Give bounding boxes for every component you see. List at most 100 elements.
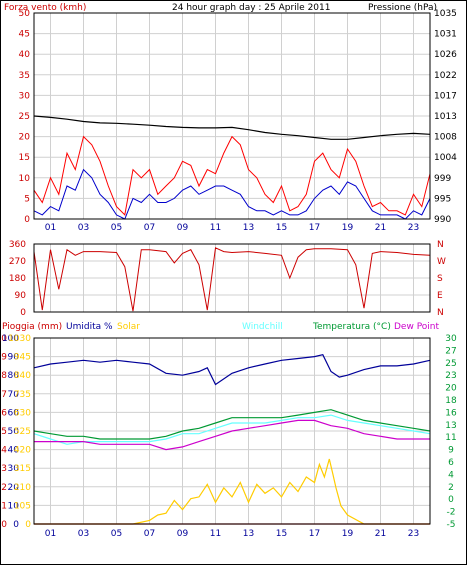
pressure-tick-1017: 1017 xyxy=(434,91,457,101)
humidity-tick-0: 0 xyxy=(13,520,19,530)
wind-speed-axis-title: Forza vento (kmh) xyxy=(4,3,86,13)
rain-tick-2: 2 xyxy=(1,483,7,493)
solar-tick-105: 105 xyxy=(14,501,31,511)
x-tick-label-05: 05 xyxy=(111,223,122,233)
rain-tick-10: 10 xyxy=(0,334,7,344)
temperature-tick-8: 13 xyxy=(445,421,456,431)
temperature-tick-11: 20 xyxy=(445,384,457,394)
direction-compass-tick-1: E xyxy=(437,291,443,301)
humidity-tick-100: 100 xyxy=(2,334,19,344)
x-tick-label-07: 07 xyxy=(144,529,155,539)
rain-tick-8: 8 xyxy=(1,371,7,381)
pressure-tick-1026: 1026 xyxy=(434,50,457,60)
rain-axis-title: Pioggia (mm) xyxy=(2,322,62,332)
rain-tick-0: 0 xyxy=(1,520,7,530)
solar-tick-1030: 1030 xyxy=(8,334,31,344)
solar-tick-840: 840 xyxy=(14,371,31,381)
wind-speed-tick-5: 5 xyxy=(24,194,30,204)
humidity-line xyxy=(33,354,431,386)
temperature-tick-10: 18 xyxy=(445,396,457,406)
x-tick-label-01: 01 xyxy=(45,529,56,539)
wind-speed-tick-40: 40 xyxy=(19,50,31,60)
temperature-tick-1: -2 xyxy=(447,508,456,518)
pressure-tick-1031: 1031 xyxy=(434,30,457,40)
solar-tick-735: 735 xyxy=(14,390,31,400)
wind-speed-tick-15: 15 xyxy=(19,153,30,163)
pressure-tick-1013: 1013 xyxy=(434,112,457,122)
x-tick-label-19: 19 xyxy=(342,223,354,233)
temperature-axis-title: Temperatura (°C) xyxy=(312,322,391,332)
humidity-tick-40: 40 xyxy=(8,446,20,456)
humidity-tick-70: 70 xyxy=(8,390,20,400)
wind-plot-area xyxy=(33,12,431,220)
temperature-line xyxy=(33,409,431,440)
temperature-tick-7: 11 xyxy=(445,433,456,443)
pressure-tick-1004: 1004 xyxy=(434,153,457,163)
temperature-tick-14: 27 xyxy=(445,346,456,356)
solar-tick-420: 420 xyxy=(14,446,31,456)
wind-pressure-panel: Forza vento (kmh) 24 hour graph day : 25… xyxy=(4,3,457,233)
x-tick-label-15: 15 xyxy=(276,529,287,539)
temperature-tick-9: 16 xyxy=(445,408,457,418)
wind-speed-tick-25: 25 xyxy=(19,112,30,122)
temperature-tick-0: -5 xyxy=(447,520,456,530)
solar-tick-945: 945 xyxy=(14,353,31,363)
x-tick-label-23: 23 xyxy=(408,223,419,233)
x-tick-label-09: 09 xyxy=(177,223,189,233)
x-tick-label-23: 23 xyxy=(408,529,419,539)
rain-tick-3: 3 xyxy=(1,464,7,474)
temperature-tick-15: 30 xyxy=(445,334,457,344)
pressure-tick-995: 995 xyxy=(434,194,451,204)
x-tick-label-03: 03 xyxy=(78,529,89,539)
rain-tick-5: 5 xyxy=(1,427,7,437)
rain-tick-4: 4 xyxy=(1,446,7,456)
rain-tick-7: 7 xyxy=(1,390,7,400)
humidity-axis-title: Umidita % xyxy=(66,322,113,332)
climate-plot-area xyxy=(33,337,431,525)
wind-speed-line xyxy=(33,135,431,216)
wind-speed-tick-10: 10 xyxy=(19,174,31,184)
temperature-tick-13: 25 xyxy=(445,359,456,369)
x-tick-label-11: 11 xyxy=(210,529,221,539)
humidity-tick-50: 50 xyxy=(8,427,20,437)
humidity-tick-80: 80 xyxy=(8,371,20,381)
pressure-tick-1022: 1022 xyxy=(434,71,457,81)
x-tick-label-15: 15 xyxy=(276,223,287,233)
pressure-line xyxy=(33,115,431,140)
rain-tick-6: 6 xyxy=(1,408,7,418)
windchill-axis-title: Windchill xyxy=(242,322,283,332)
wind-speed-tick-20: 20 xyxy=(19,133,31,143)
pressure-tick-1035: 1035 xyxy=(434,9,457,19)
solar-tick-315: 315 xyxy=(14,464,31,474)
direction-deg-tick-0: 0 xyxy=(20,308,26,318)
solar-tick-630: 630 xyxy=(14,408,31,418)
humidity-tick-30: 30 xyxy=(8,464,20,474)
direction-deg-tick-360: 360 xyxy=(9,240,26,250)
windchill-line xyxy=(33,414,431,445)
chart-title: 24 hour graph day : 25 Aprile 2011 xyxy=(172,3,331,13)
solar-line xyxy=(34,458,430,525)
wind-average-line xyxy=(33,168,431,220)
x-tick-label-13: 13 xyxy=(243,529,254,539)
solar-axis-title: Solar xyxy=(117,322,140,332)
humidity-tick-10: 10 xyxy=(8,501,20,511)
humidity-tick-20: 20 xyxy=(8,483,20,493)
direction-compass-tick-3: W xyxy=(437,257,446,267)
temperature-tick-4: 4 xyxy=(448,470,454,480)
wind-speed-tick-50: 50 xyxy=(19,9,31,19)
direction-deg-tick-180: 180 xyxy=(9,274,26,284)
wind-speed-tick-30: 30 xyxy=(19,91,31,101)
direction-deg-tick-90: 90 xyxy=(15,291,27,301)
direction-compass-tick-0: N xyxy=(437,308,444,318)
x-tick-label-03: 03 xyxy=(78,223,89,233)
wind-speed-tick-35: 35 xyxy=(19,71,30,81)
x-tick-label-21: 21 xyxy=(375,529,386,539)
rain-tick-9: 9 xyxy=(1,353,7,363)
temperature-tick-3: 2 xyxy=(448,483,454,493)
wind-direction-line xyxy=(33,247,431,312)
climate-panel: Pioggia (mm) Umidita % Solar Windchill T… xyxy=(0,322,457,539)
x-tick-label-07: 07 xyxy=(144,223,155,233)
x-tick-label-05: 05 xyxy=(111,529,122,539)
